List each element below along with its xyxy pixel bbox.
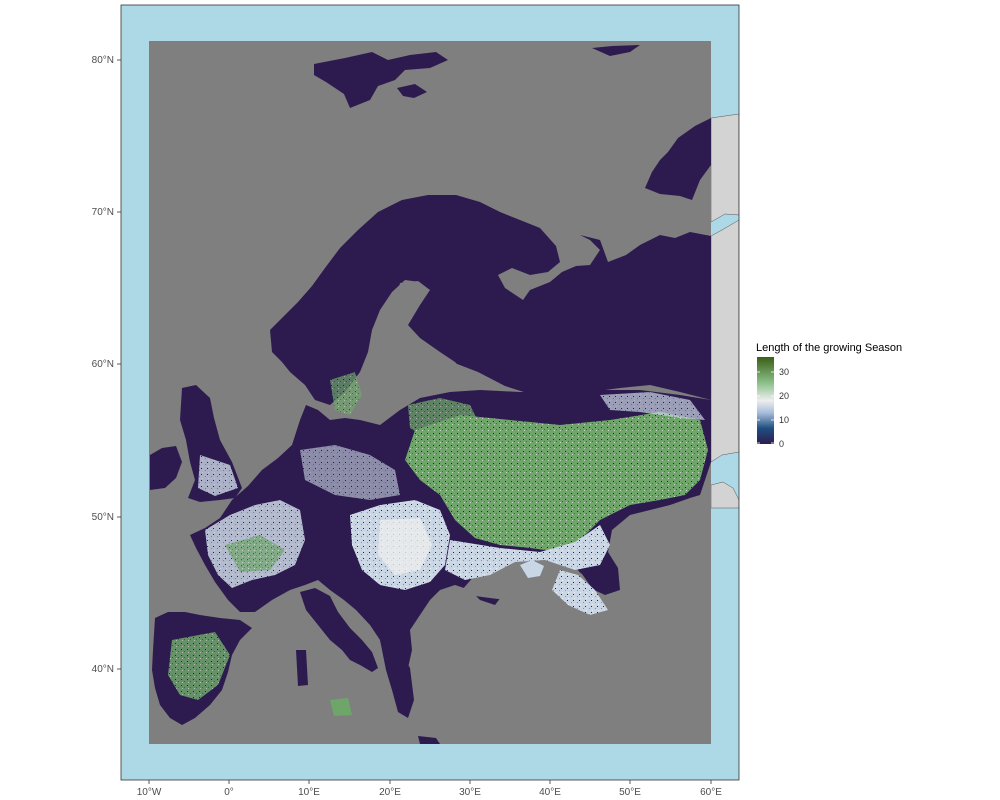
- italy: [300, 588, 378, 672]
- ukraine-russia-steppe: [405, 412, 708, 552]
- legend: Length of the growing Season 30 20 10 0: [756, 342, 902, 449]
- x-axis: 10°W 0° 10°E 20°E 30°E 40°E 50°E 60°E: [137, 780, 722, 798]
- novaya-zemlya: [645, 118, 711, 200]
- y-tick-label: 50°N: [92, 512, 114, 523]
- legend-colorbar: [757, 357, 774, 444]
- legend-title: Length of the growing Season: [756, 342, 902, 354]
- growing-season-raster: [150, 45, 711, 744]
- y-tick-label: 60°N: [92, 359, 114, 370]
- land-outside-raster: [710, 113, 739, 509]
- legend-label: 20: [779, 391, 789, 401]
- x-tick-label: 20°E: [379, 787, 401, 798]
- ireland: [150, 446, 182, 490]
- x-tick-label: 10°W: [137, 787, 162, 798]
- y-tick-label: 70°N: [92, 207, 114, 218]
- x-tick-label: 60°E: [700, 787, 722, 798]
- y-axis: 80°N 70°N 60°N 50°N 40°N: [92, 55, 121, 675]
- svalbard: [314, 52, 448, 108]
- legend-label: 0: [779, 439, 784, 449]
- legend-label: 10: [779, 415, 789, 425]
- x-tick-label: 50°E: [619, 787, 641, 798]
- y-tick-label: 80°N: [92, 55, 114, 66]
- x-tick-label: 30°E: [459, 787, 481, 798]
- scandinavia: [270, 195, 711, 405]
- x-tick-label: 0°: [224, 787, 234, 798]
- x-tick-label: 40°E: [539, 787, 561, 798]
- x-tick-label: 10°E: [298, 787, 320, 798]
- plot-panel-frame: [120, 4, 740, 781]
- y-tick-label: 40°N: [92, 664, 114, 675]
- legend-label: 30: [779, 367, 789, 377]
